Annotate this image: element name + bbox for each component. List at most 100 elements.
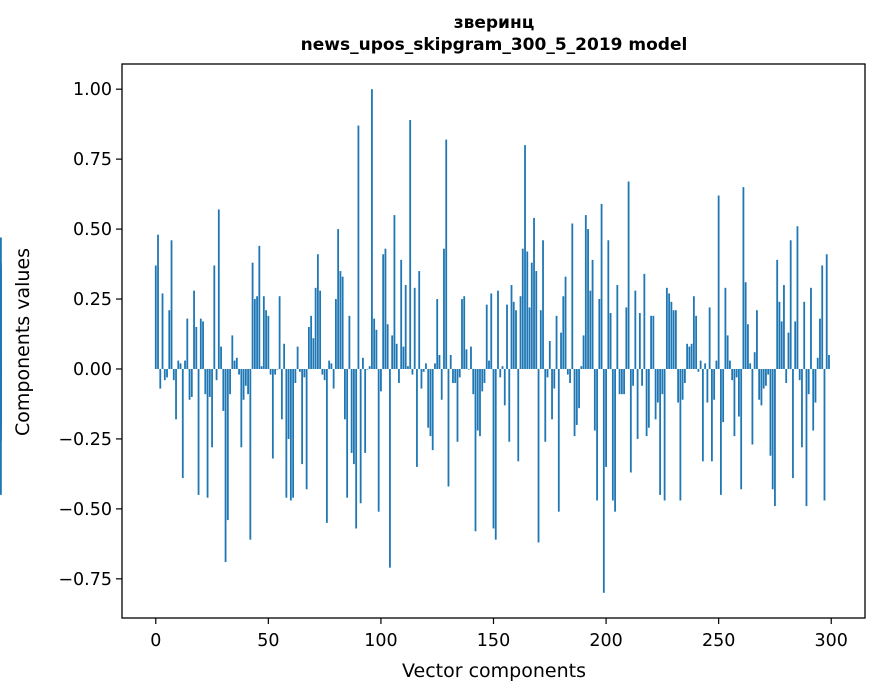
- bar: [287, 368, 290, 439]
- bar: [303, 368, 306, 378]
- bar: [733, 368, 736, 437]
- bar: [285, 368, 288, 498]
- bar: [501, 366, 504, 369]
- bar: [796, 226, 799, 369]
- bar: [330, 363, 333, 369]
- bar: [461, 299, 463, 369]
- bar: [301, 368, 304, 465]
- bar: [692, 296, 695, 369]
- bar: [807, 368, 810, 395]
- x-axis-ticks: 0 50 100 150 200 250 300: [150, 618, 848, 651]
- bar: [213, 265, 216, 369]
- bar: [683, 368, 686, 383]
- x-tick-label: 200: [589, 631, 622, 651]
- bar: [431, 368, 434, 451]
- bar: [319, 290, 322, 369]
- bar: [596, 368, 598, 501]
- bar: [337, 229, 340, 369]
- bar: [357, 125, 360, 369]
- bar: [163, 368, 166, 381]
- x-tick-label: 250: [702, 631, 735, 651]
- bar: [528, 307, 531, 369]
- bar: [780, 321, 783, 369]
- bar: [578, 368, 580, 409]
- bar: [740, 368, 743, 490]
- bar: [814, 368, 817, 403]
- bar: [312, 338, 315, 369]
- bar: [355, 368, 358, 529]
- bar: [749, 363, 752, 369]
- bar: [654, 368, 657, 420]
- bar: [652, 315, 655, 369]
- bar: [776, 259, 779, 369]
- bar: [562, 296, 565, 369]
- bar: [715, 360, 718, 369]
- bar: [179, 363, 182, 369]
- y-tick-label: 0.50: [73, 220, 112, 240]
- bar: [224, 368, 227, 563]
- bar: [659, 368, 662, 495]
- bar: [206, 368, 209, 498]
- bar: [600, 203, 603, 369]
- bar: [670, 301, 673, 369]
- bar: [774, 368, 776, 507]
- bar: [539, 310, 542, 369]
- bar: [803, 301, 806, 369]
- bar: [794, 321, 797, 369]
- bar: [344, 368, 346, 420]
- bar: [186, 318, 189, 369]
- bar: [242, 368, 245, 400]
- bar: [690, 343, 693, 369]
- bar: [783, 285, 785, 369]
- bar: [395, 343, 398, 369]
- bar: [231, 335, 234, 369]
- bar: [429, 368, 432, 437]
- bar: [701, 368, 704, 462]
- bar: [679, 368, 682, 501]
- bar: [499, 368, 502, 378]
- bar: [416, 368, 418, 467]
- bar: [0, 368, 2, 495]
- bar: [341, 276, 344, 369]
- bar: [738, 368, 740, 417]
- bar: [674, 310, 677, 369]
- bar: [456, 368, 459, 442]
- bar: [535, 271, 538, 369]
- bar: [672, 310, 675, 369]
- bar: [805, 368, 808, 507]
- bar: [517, 368, 520, 462]
- bar: [323, 368, 326, 381]
- bar: [643, 273, 646, 369]
- bar: [744, 282, 747, 369]
- bar: [238, 368, 240, 375]
- bar: [398, 368, 400, 383]
- bar: [623, 368, 625, 395]
- bar: [711, 368, 713, 462]
- bar: [488, 360, 490, 369]
- y-tick-label: −0.25: [58, 430, 112, 450]
- bar: [258, 245, 261, 369]
- bar: [607, 240, 610, 369]
- bar: [260, 366, 263, 369]
- bar: [521, 248, 524, 369]
- bar: [253, 299, 256, 369]
- bar: [591, 259, 594, 369]
- bar: [756, 310, 758, 369]
- bar: [274, 368, 276, 375]
- y-tick-label: −0.50: [58, 500, 112, 520]
- bar: [787, 332, 790, 369]
- x-tick-label: 150: [477, 631, 510, 651]
- chart-title: зверинц: [454, 13, 535, 33]
- bar: [605, 368, 607, 467]
- bar: [789, 240, 792, 369]
- bar: [616, 285, 619, 369]
- x-tick-label: 100: [364, 631, 397, 651]
- bar: [215, 368, 218, 381]
- bar: [819, 318, 821, 369]
- bar: [544, 368, 547, 442]
- bar: [181, 368, 184, 479]
- bar: [332, 368, 335, 389]
- bar: [193, 290, 195, 369]
- bar: [316, 254, 319, 369]
- bar: [449, 354, 452, 369]
